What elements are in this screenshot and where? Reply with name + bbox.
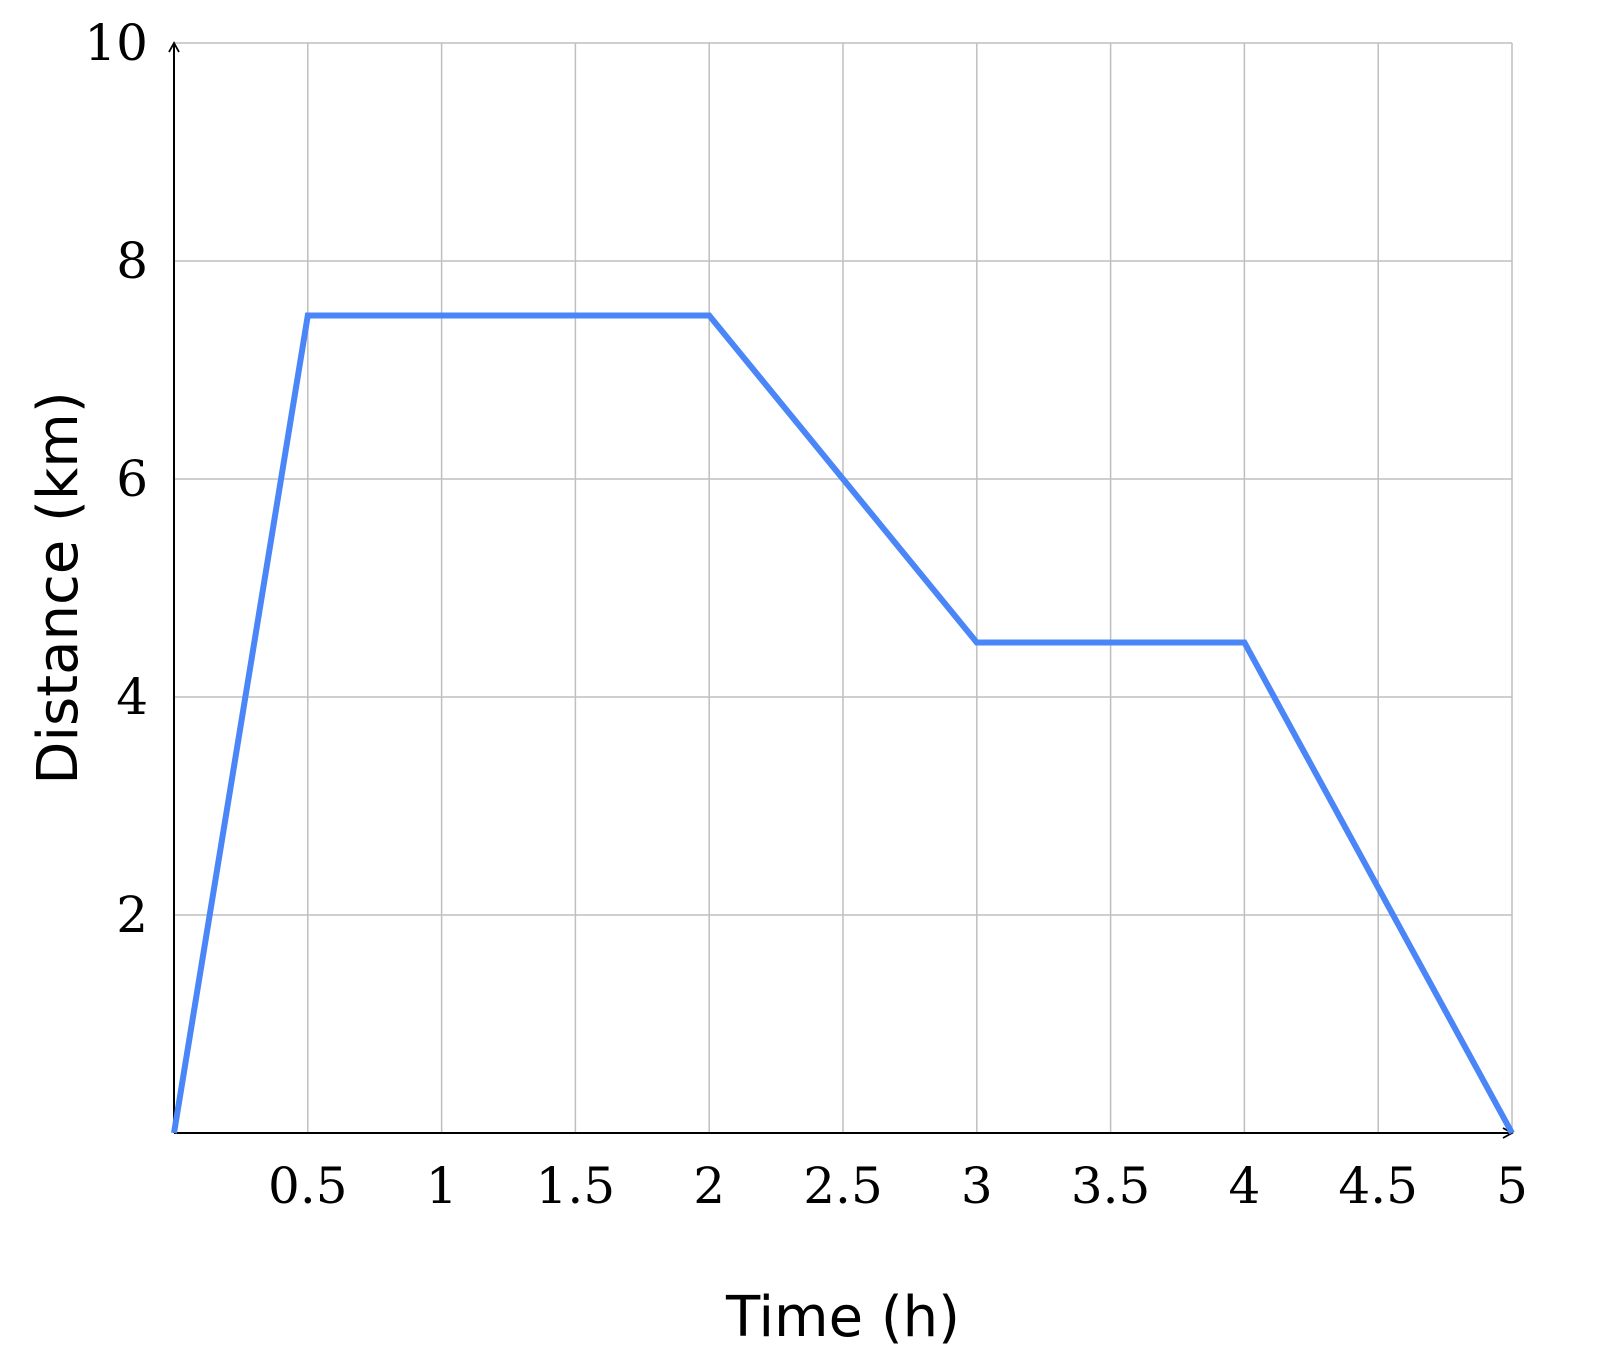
y-tick-label: 4 xyxy=(116,668,148,726)
axes xyxy=(168,41,1514,1139)
x-tick-label: 2.5 xyxy=(803,1157,883,1215)
series-line xyxy=(171,312,1515,1135)
grid xyxy=(174,42,1513,1133)
x-tick-label: 3 xyxy=(961,1157,993,1215)
x-tick-label: 0.5 xyxy=(268,1157,348,1215)
x-tick-label: 4.5 xyxy=(1338,1157,1418,1215)
tick-labels: 0.5 1 1.5 2 2.5 3 3.5 4 4.5 5 2 4 6 8 10 xyxy=(84,14,1528,1215)
x-tick-label: 4 xyxy=(1228,1157,1260,1215)
y-tick-label: 6 xyxy=(116,450,148,508)
x-axis-title: Time (h) xyxy=(725,1285,960,1350)
y-tick-label: 10 xyxy=(84,14,148,72)
y-axis-title: Distance (km) xyxy=(26,391,91,784)
y-tick-label: 2 xyxy=(116,886,148,944)
x-tick-label: 5 xyxy=(1496,1157,1528,1215)
y-tick-label: 8 xyxy=(116,232,148,290)
x-tick-label: 1 xyxy=(426,1157,458,1215)
series xyxy=(171,312,1515,1135)
x-tick-label: 2 xyxy=(693,1157,725,1215)
x-tick-label: 1.5 xyxy=(536,1157,616,1215)
x-tick-label: 3.5 xyxy=(1071,1157,1151,1215)
